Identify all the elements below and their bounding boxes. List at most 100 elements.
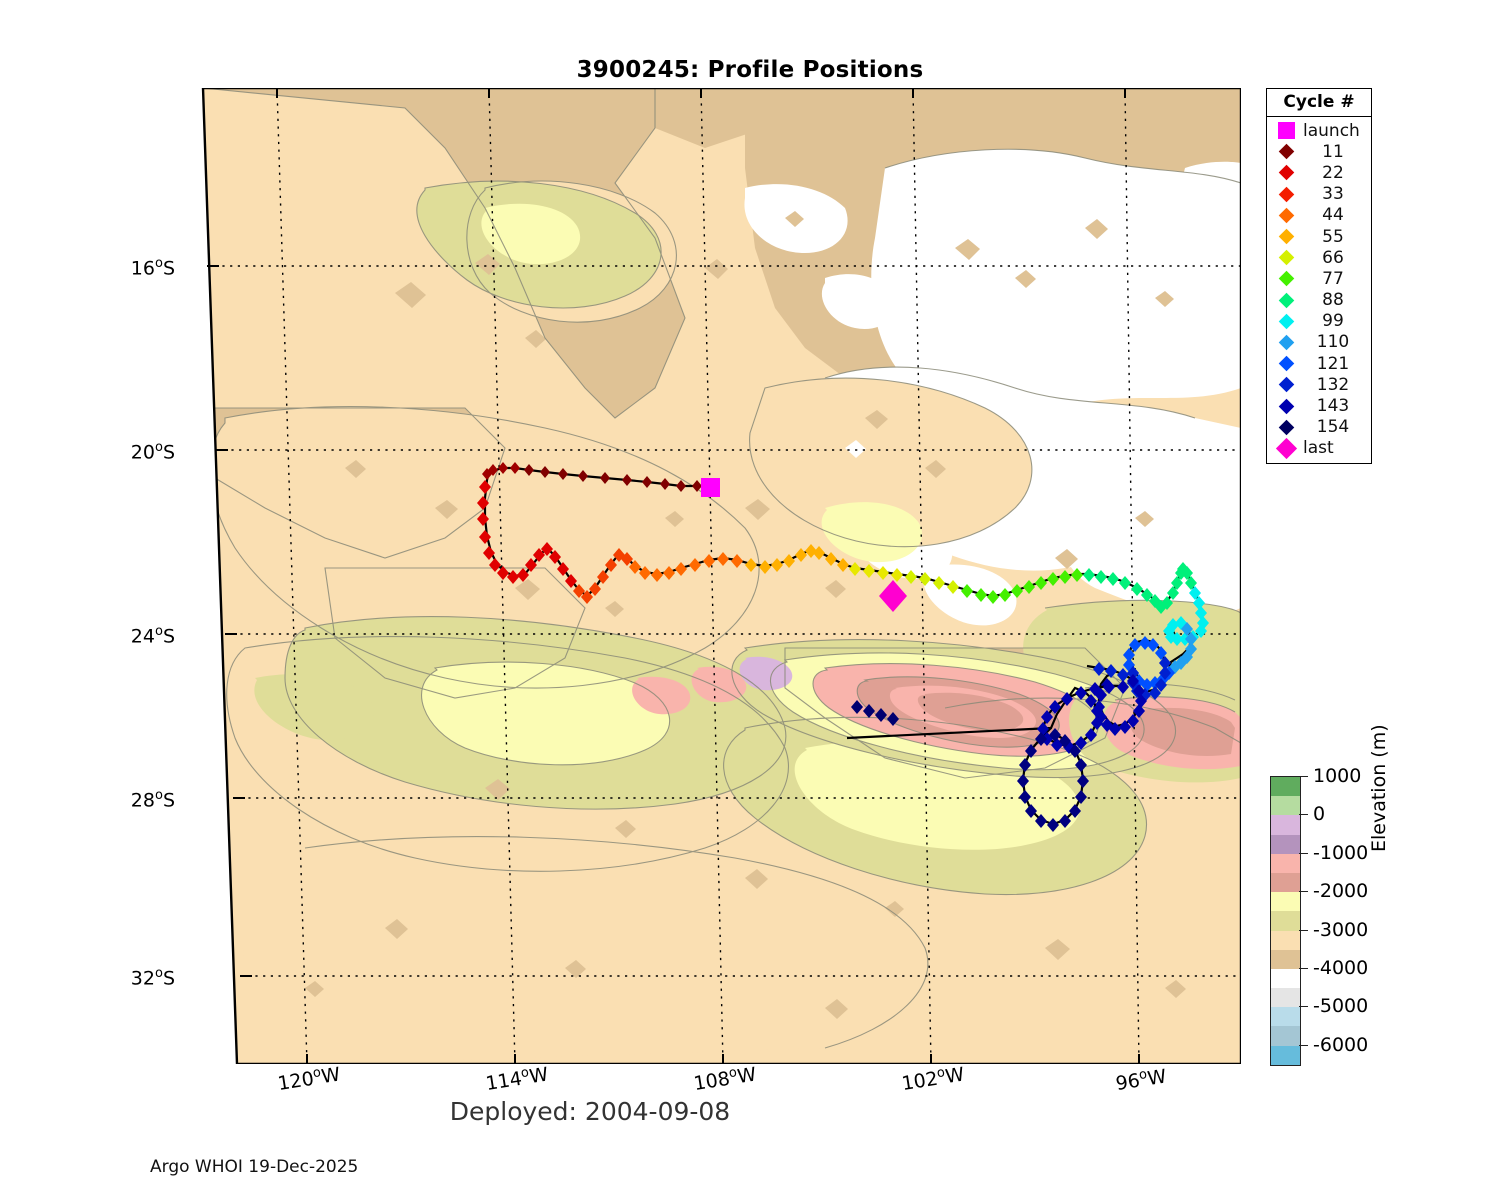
legend-label: 44 [1322, 205, 1344, 226]
colorbar-band [1271, 1045, 1300, 1065]
diamond-marker-icon [1273, 249, 1299, 266]
legend-item-11[interactable]: 11 [1267, 141, 1371, 162]
colorbar-tick [1299, 891, 1308, 893]
colorbar-band [1271, 872, 1300, 893]
diamond-marker-icon [1273, 144, 1299, 160]
elevation-colorbar[interactable] [1270, 776, 1301, 1066]
diamond-big-marker-icon [1273, 437, 1299, 460]
diamond-marker-icon [1273, 271, 1299, 287]
legend-item-132[interactable]: 132 [1267, 374, 1371, 395]
cycle-legend[interactable]: Cycle # launch 11 22 33 44 55 66 77 88 99 110 121 13… [1266, 88, 1372, 464]
bathymetry-layer [203, 88, 1241, 1064]
legend-label: 66 [1322, 247, 1344, 268]
colorbar-band [1271, 911, 1300, 931]
legend-label: 143 [1316, 396, 1350, 417]
colorbar-title: Elevation (m) [1368, 724, 1390, 852]
legend-label: 110 [1316, 332, 1350, 353]
colorbar-tick-label: 0 [1313, 803, 1326, 826]
colorbar-band [1271, 796, 1300, 816]
diamond-marker-icon [1273, 292, 1299, 308]
legend-item-66[interactable]: 66 [1267, 247, 1371, 268]
legend-item-44[interactable]: 44 [1267, 205, 1371, 226]
colorbar-band [1271, 930, 1300, 950]
legend-label: last [1303, 438, 1334, 459]
legend-label: 22 [1322, 162, 1344, 183]
legend-item-55[interactable]: 55 [1267, 226, 1371, 247]
legend-item-88[interactable]: 88 [1267, 290, 1371, 311]
legend-item-22[interactable]: 22 [1267, 162, 1371, 183]
map-canvas[interactable] [185, 88, 1241, 1064]
lon-label-114w: 114oW [484, 1063, 550, 1096]
diamond-marker-icon [1273, 186, 1299, 202]
diamond-marker-icon [1273, 165, 1299, 181]
diamond-marker-icon [1273, 334, 1299, 351]
colorbar-tick-label: -6000 [1313, 1033, 1369, 1056]
map-plot-area[interactable] [185, 88, 1241, 1064]
legend-item-110[interactable]: 110 [1267, 332, 1371, 353]
launch-marker[interactable] [701, 478, 720, 497]
lon-label-120w: 120oW [276, 1063, 342, 1096]
legend-label: 121 [1316, 353, 1350, 374]
lat-label-32s: 32oS [130, 966, 175, 990]
deployed-date: Deployed: 2004-09-08 [449, 1097, 731, 1126]
lat-label-24s: 24oS [130, 624, 175, 648]
colorbar-tick [1299, 852, 1308, 854]
colorbar-band [1271, 853, 1300, 873]
legend-label: 99 [1322, 311, 1344, 332]
credit-line: Argo WHOI 19-Dec-2025 [150, 1157, 359, 1177]
colorbar-band [1271, 988, 1300, 1008]
colorbar-band [1271, 834, 1300, 854]
colorbar-tick-label: -2000 [1313, 880, 1369, 903]
lon-label-108w: 108oW [692, 1063, 758, 1096]
diamond-marker-icon [1273, 313, 1299, 330]
diamond-marker-icon [1273, 419, 1299, 435]
colorbar-band [1271, 949, 1300, 969]
square-marker-icon [1273, 122, 1299, 140]
legend-item-121[interactable]: 121 [1267, 353, 1371, 374]
colorbar-ticks: 1000 0 -1000 -2000 -3000 -4000 -5000 -6000 [1299, 765, 1419, 1064]
colorbar-tick-label: -4000 [1313, 957, 1369, 979]
lat-label-16s: 16oS [130, 256, 175, 280]
colorbar-tick-label: -5000 [1313, 995, 1369, 1018]
lon-label-96w: 96oW [1114, 1065, 1168, 1096]
lat-label-28s: 28oS [130, 788, 175, 812]
legend-label: 77 [1322, 268, 1344, 289]
legend-label: 33 [1322, 184, 1344, 205]
legend-item-33[interactable]: 33 [1267, 184, 1371, 205]
diamond-marker-icon [1273, 377, 1299, 393]
colorbar-tick-label: 1000 [1313, 765, 1362, 787]
colorbar-tick [1299, 776, 1308, 777]
colorbar-band [1271, 892, 1300, 912]
page-title: 3900245: Profile Positions [576, 57, 924, 83]
colorbar-tick [1299, 968, 1308, 969]
diamond-marker-icon [1273, 398, 1299, 414]
legend-item-launch[interactable]: launch [1267, 120, 1371, 141]
legend-label: 11 [1322, 141, 1344, 162]
colorbar-tick-label: -3000 [1313, 918, 1369, 941]
colorbar-band [1271, 1007, 1300, 1027]
legend-label: 154 [1316, 417, 1350, 438]
colorbar-tick [1299, 929, 1308, 931]
profile-position-markers[interactable] [477, 462, 1209, 736]
legend-item-77[interactable]: 77 [1267, 268, 1371, 289]
colorbar-band [1271, 777, 1300, 797]
legend-item-143[interactable]: 143 [1267, 395, 1371, 416]
legend-item-last[interactable]: last [1267, 437, 1371, 460]
legend-item-154[interactable]: 154 [1267, 417, 1371, 438]
legend-rows[interactable]: launch 11 22 33 44 55 66 77 88 99 110 121 132 143 154 l… [1267, 117, 1371, 463]
legend-label: 88 [1322, 290, 1344, 311]
colorbar-band [1271, 968, 1300, 989]
legend-label: 55 [1322, 226, 1344, 247]
legend-item-99[interactable]: 99 [1267, 311, 1371, 332]
map-gridlines [207, 88, 1241, 1064]
colorbar-tick-label: -1000 [1313, 841, 1369, 864]
colorbar-tick [1299, 814, 1308, 816]
legend-label: launch [1303, 120, 1360, 141]
colorbar-band [1271, 815, 1300, 835]
colorbar-tick [1299, 1006, 1308, 1008]
lat-label-20s: 20oS [130, 440, 175, 464]
eddy-loop-markers[interactable] [846, 680, 1129, 832]
legend-label: 132 [1316, 374, 1350, 395]
last-marker[interactable] [879, 580, 907, 612]
colorbar-band [1271, 1026, 1300, 1046]
